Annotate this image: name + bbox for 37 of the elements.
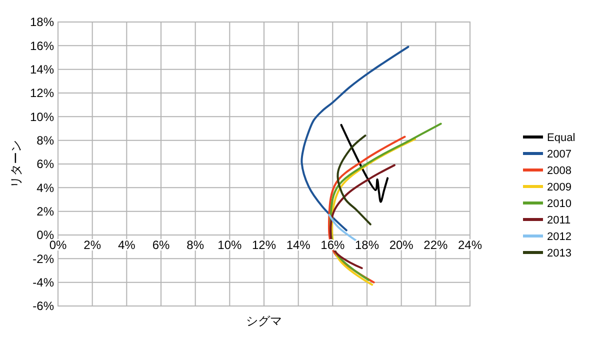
y-tick-label: 18% (30, 15, 54, 30)
legend-label: 2010 (547, 198, 572, 210)
y-tick-label: -4% (32, 276, 54, 290)
legend-label: Equal (547, 132, 576, 144)
x-axis-title: シグマ (246, 314, 282, 328)
x-tick-label: 8% (186, 238, 204, 252)
y-tick-label: 4% (36, 180, 54, 195)
y-tick-label: -2% (32, 252, 54, 266)
x-tick-label: 10% (218, 238, 242, 252)
legend-label: 2011 (547, 214, 571, 226)
y-tick-label: 6% (36, 157, 54, 172)
y-tick-label: 12% (30, 86, 54, 100)
legend-label: 2012 (547, 230, 572, 243)
line-series (336, 134, 372, 226)
x-tick-label: 22% (424, 238, 448, 252)
y-tick-label: 14% (30, 62, 54, 77)
y-axis-title: リターン (9, 140, 23, 188)
x-tick-label: 14% (286, 238, 311, 252)
x-tick-label: 24% (458, 238, 482, 252)
x-tick-label: 2% (84, 238, 102, 252)
x-tick-label: 20% (389, 238, 414, 252)
y-tick-label: 10% (30, 110, 54, 124)
legend-label: 2013 (547, 247, 572, 260)
line-series (340, 124, 389, 203)
legend-label: 2008 (547, 164, 572, 177)
x-tick-label: 4% (118, 238, 136, 252)
legend-label: 2009 (547, 181, 572, 194)
legend-label: 2007 (547, 148, 572, 160)
y-tick-label: 16% (30, 38, 54, 53)
y-tick-label: -6% (32, 299, 54, 314)
line-series (300, 46, 410, 232)
y-tick-label: 8% (36, 134, 54, 148)
x-tick-label: 12% (252, 238, 276, 252)
x-tick-label: 18% (354, 238, 380, 252)
y-tick-label: 2% (36, 204, 54, 219)
x-tick-label: 6% (152, 238, 170, 252)
x-tick-label: 0% (49, 238, 67, 252)
